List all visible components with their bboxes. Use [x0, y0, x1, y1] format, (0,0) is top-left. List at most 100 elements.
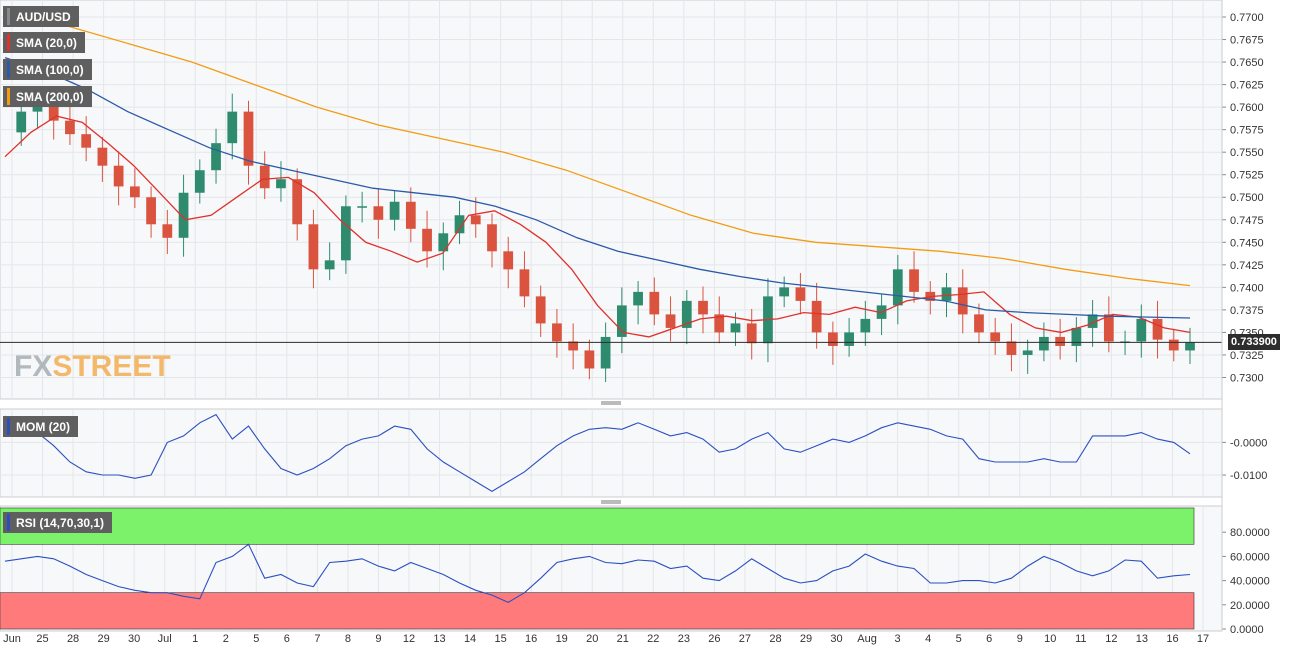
- x-tick-label: 6: [986, 633, 992, 645]
- candle-body: [276, 179, 286, 189]
- candle-body: [227, 111, 238, 144]
- rsi-y-tick-label: 60.0000: [1230, 551, 1270, 563]
- y-tick-label: 0.7425: [1230, 260, 1264, 272]
- legend-swatch-sma20: [7, 34, 10, 51]
- x-tick-label: Jun: [3, 633, 21, 645]
- candle-body: [292, 179, 303, 225]
- candle-body: [552, 323, 562, 342]
- y-tick-label: 0.7550: [1230, 147, 1264, 159]
- legend-rsi[interactable]: RSI (14,70,30,1): [3, 512, 113, 533]
- candle-body: [795, 287, 806, 301]
- legend-swatch-mom: [7, 418, 10, 435]
- legend-sma200[interactable]: SMA (200,0): [3, 86, 92, 107]
- rsi-oversold-zone: [0, 592, 1195, 630]
- legend-swatch-sma100: [7, 61, 10, 78]
- x-tick-label: 12: [403, 633, 415, 645]
- candle-body: [16, 111, 27, 133]
- candle-body: [1087, 314, 1098, 328]
- x-tick-label: Jul: [158, 633, 172, 645]
- legend-mom[interactable]: MOM (20): [3, 416, 78, 437]
- x-tick-label: 1: [192, 633, 198, 645]
- rsi-overbought-zone: [0, 507, 1195, 545]
- rsi-y-tick-label: 0.0000: [1230, 624, 1264, 636]
- candle-body: [746, 323, 757, 344]
- candle-body: [308, 224, 319, 270]
- x-tick-label: 16: [525, 633, 537, 645]
- x-tick-label: 30: [128, 633, 140, 645]
- x-tick-label: 26: [708, 633, 720, 645]
- x-tick-label: 23: [678, 633, 690, 645]
- legend-sma20[interactable]: SMA (20,0): [3, 32, 85, 53]
- candle-body: [681, 300, 692, 328]
- y-tick-label: 0.7300: [1230, 372, 1264, 384]
- legend-audusd[interactable]: AUD/USD: [3, 6, 79, 27]
- candle-body: [405, 201, 416, 229]
- y-tick-label: 0.7525: [1230, 170, 1264, 182]
- candle-body: [357, 206, 367, 208]
- candle-body: [81, 134, 92, 148]
- watermark-street: STREET: [52, 350, 171, 383]
- candle-body: [1055, 336, 1066, 346]
- candle-body: [1039, 336, 1049, 351]
- legend-sma100[interactable]: SMA (100,0): [3, 59, 92, 80]
- legend-label-rsi: RSI (14,70,30,1): [16, 515, 105, 530]
- fxstreet-watermark: FXSTREET: [14, 350, 171, 384]
- rsi-y-tick-label: 80.0000: [1230, 527, 1270, 539]
- x-tick-label: 27: [739, 633, 751, 645]
- candle-body: [974, 314, 984, 333]
- candles-group: [16, 87, 1195, 382]
- x-tick-label: 28: [769, 633, 781, 645]
- legend-swatch-audusd: [7, 8, 10, 25]
- y-tick-label: 0.7475: [1230, 215, 1264, 227]
- x-tick-label: 17: [1197, 633, 1209, 645]
- candle-body: [178, 192, 189, 238]
- x-tick-label: 5: [253, 633, 259, 645]
- sma-line-2: [4, 11, 1191, 287]
- x-tick-label: 28: [67, 633, 79, 645]
- x-tick-label: 30: [830, 633, 842, 645]
- mom-y-tick-label: -0.0100: [1230, 470, 1267, 482]
- legend-label-sma200: SMA (200,0): [16, 89, 84, 104]
- x-tick-label: 2: [223, 633, 229, 645]
- x-tick-label: 7: [314, 633, 320, 645]
- legend-label-audusd: AUD/USD: [16, 9, 71, 24]
- y-tick-label: 0.7625: [1230, 80, 1264, 92]
- y-tick-label: 0.7325: [1230, 350, 1264, 362]
- legend-label-sma100: SMA (100,0): [16, 62, 84, 77]
- candle-body: [811, 300, 822, 333]
- rsi-line: [4, 543, 1191, 604]
- candle-body: [1006, 341, 1017, 355]
- candle-body: [1022, 350, 1033, 355]
- watermark-fx: FX: [14, 350, 53, 383]
- y-tick-label: 0.7500: [1230, 192, 1264, 204]
- candle-body: [211, 143, 221, 171]
- rsi-y-tick-label: 20.0000: [1230, 600, 1270, 612]
- y-tick-label: 0.7650: [1230, 57, 1264, 69]
- x-tick-label: 14: [464, 633, 476, 645]
- candle-body: [113, 165, 124, 187]
- y-tick-label: 0.7400: [1230, 282, 1264, 294]
- candle-body: [616, 305, 627, 337]
- candle-body: [1152, 318, 1163, 340]
- candle-body: [1136, 318, 1147, 342]
- y-tick-label: 0.7450: [1230, 237, 1264, 249]
- candle-body: [909, 269, 919, 292]
- candle-body: [665, 314, 676, 328]
- candle-body: [162, 224, 173, 238]
- y-tick-label: 0.7575: [1230, 125, 1264, 137]
- x-tick-label: 25: [36, 633, 48, 645]
- x-tick-label: 13: [1136, 633, 1148, 645]
- candle-body: [65, 120, 75, 135]
- candle-body: [389, 201, 400, 220]
- candle-body: [941, 287, 952, 301]
- x-tick-label: 20: [586, 633, 598, 645]
- candle-body: [860, 318, 871, 333]
- x-tick-label: 5: [956, 633, 962, 645]
- legend-label-sma20: SMA (20,0): [16, 35, 77, 50]
- x-tick-label: Aug: [857, 633, 877, 645]
- candle-body: [1071, 327, 1082, 346]
- y-tick-label: 0.7675: [1230, 35, 1264, 47]
- candle-body: [32, 105, 43, 112]
- candle-body: [892, 269, 903, 306]
- mom-panel-bg: [0, 408, 1223, 498]
